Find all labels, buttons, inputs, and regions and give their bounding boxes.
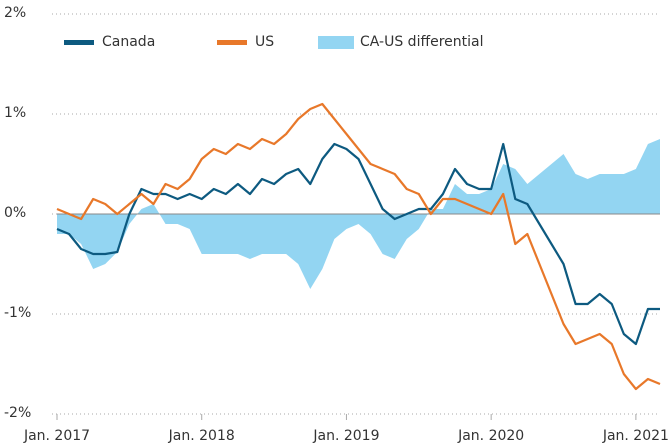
y-tick-label: -2% xyxy=(4,405,31,421)
x-tick-label: Jan. 2019 xyxy=(312,428,379,444)
legend-item: CA-US differential xyxy=(318,34,484,50)
legend-swatch xyxy=(217,40,247,45)
legend-label: US xyxy=(255,34,274,50)
legend-item: US xyxy=(217,34,274,50)
legend-label: Canada xyxy=(102,34,155,50)
x-tick-label: Jan. 2017 xyxy=(23,428,90,444)
y-tick-label: 1% xyxy=(4,105,26,121)
line xyxy=(56,102,661,391)
y-tick-label: -1% xyxy=(4,305,31,321)
legend-swatch xyxy=(64,40,94,45)
legend-swatch xyxy=(318,36,354,49)
legend-item: Canada xyxy=(64,34,155,50)
y-tick-label: 2% xyxy=(4,5,26,21)
x-tick-label: Jan. 2021 xyxy=(602,428,669,444)
legend-label: CA-US differential xyxy=(360,34,484,50)
y-tick-label: 0% xyxy=(4,205,26,221)
line xyxy=(56,142,660,346)
x-tick-label: Jan. 2020 xyxy=(457,428,524,444)
x-tick-label: Jan. 2018 xyxy=(168,428,235,444)
